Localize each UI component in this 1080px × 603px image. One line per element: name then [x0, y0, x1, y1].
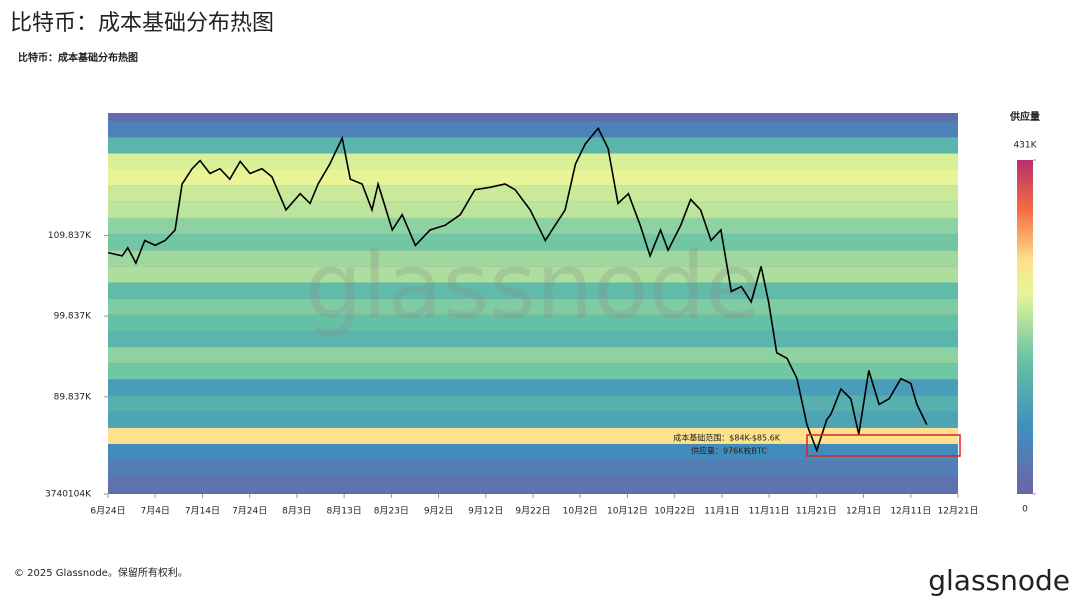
x-tick-label: 7月24日 — [232, 506, 267, 517]
heatmap-band — [108, 347, 958, 364]
colorbar-tick-label: 0 — [1022, 505, 1028, 515]
annotation: 成本基础范围：$84K-$85.6K — [673, 433, 780, 443]
x-tick-label: 9月22日 — [515, 506, 550, 517]
heatmap-band — [108, 217, 958, 235]
colorbar-title: 供应量 — [1009, 110, 1040, 123]
x-tick-label: 11月21日 — [796, 506, 837, 517]
x-tick-label: 7月4日 — [140, 506, 169, 517]
x-tick-label: 12月21日 — [938, 506, 979, 517]
heatmap-band — [108, 153, 958, 170]
y-tick-label: 3740104K — [45, 490, 92, 500]
x-tick-label: 12月1日 — [846, 506, 881, 517]
heatmap-band — [108, 201, 958, 218]
x-tick-label: 11月11日 — [749, 506, 790, 517]
heatmap-band — [108, 314, 958, 331]
highlight-box — [806, 434, 961, 457]
heatmap-band — [108, 121, 958, 138]
heatmap-band — [108, 330, 958, 348]
x-tick-label: 11月1日 — [704, 506, 739, 517]
heatmap-band — [108, 411, 958, 428]
heatmap-band — [108, 250, 958, 267]
watermark: glassnode — [305, 234, 761, 339]
heatmap-band — [108, 443, 958, 461]
x-tick-label: 10月2日 — [563, 506, 598, 517]
heatmap-band — [108, 298, 958, 315]
x-tick-label: 10月12日 — [607, 506, 648, 517]
annotation: 供应量：976K枚BTC — [691, 446, 767, 456]
colorbar — [1017, 160, 1033, 494]
heatmap-band — [108, 282, 958, 299]
x-tick-label: 7月14日 — [185, 506, 220, 517]
heatmap-band — [108, 234, 958, 251]
heatmap-band — [108, 113, 958, 122]
x-tick-label: 8月13日 — [327, 506, 362, 517]
logo: glassnode — [928, 564, 1070, 597]
x-tick-label: 12月11日 — [890, 506, 931, 517]
y-tick-label: 89.837K — [54, 392, 92, 402]
chart-subtitle: 比特币：成本基础分布热图 — [18, 51, 138, 64]
heatmap-band — [108, 137, 958, 154]
heatmap-band — [108, 185, 958, 202]
heatmap-band — [108, 363, 958, 380]
heatmap-band — [108, 379, 958, 396]
chart-title: 比特币：成本基础分布热图 — [10, 11, 274, 36]
heatmap-band — [108, 266, 958, 283]
x-tick-label: 6月24日 — [90, 506, 125, 517]
x-tick-label: 9月2日 — [424, 506, 453, 517]
heatmap-band — [108, 395, 958, 412]
x-tick-label: 10月22日 — [654, 506, 695, 517]
heatmap-band — [108, 476, 958, 493]
price-line — [108, 126, 928, 453]
heatmap-band — [108, 427, 958, 444]
x-tick-label: 8月23日 — [374, 506, 409, 517]
heatmap-band — [108, 169, 958, 186]
colorbar-tick-label: 431K — [1013, 141, 1037, 151]
footer: © 2025 Glassnode。保留所有权利。 — [14, 566, 188, 579]
heatmap-band — [108, 460, 958, 477]
y-tick-label: 99.837K — [54, 312, 92, 322]
y-tick-label: 109.837K — [48, 231, 92, 241]
x-tick-label: 9月12日 — [468, 506, 503, 517]
x-tick-label: 8月3日 — [282, 506, 311, 517]
